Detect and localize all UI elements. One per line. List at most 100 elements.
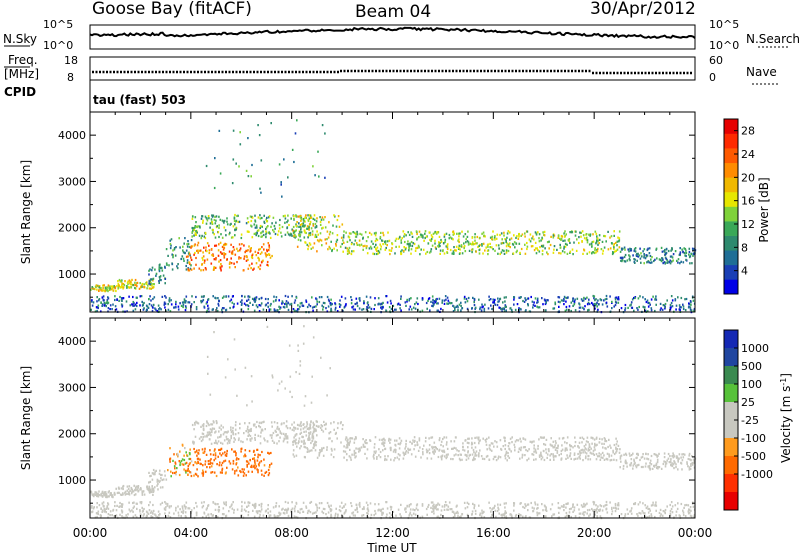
power-cell [230, 262, 233, 265]
velocity-cell [321, 425, 324, 428]
power-cell [414, 249, 417, 252]
power-cell [590, 242, 593, 245]
velocity-cell [477, 438, 480, 441]
velocity-cell [109, 514, 111, 517]
velocity-cell [558, 454, 560, 457]
velocity-cell [223, 439, 226, 442]
power-cell [218, 215, 220, 218]
velocity-cell [491, 508, 493, 511]
velocity-cell [375, 450, 377, 453]
velocity-cell [549, 458, 551, 461]
velocity-cell [119, 505, 121, 508]
power-cell [274, 227, 276, 230]
power-cell [467, 296, 470, 300]
power-cell [415, 301, 418, 304]
velocity-cell [332, 456, 335, 459]
power-cell [170, 299, 172, 302]
velocity-cell [224, 451, 226, 454]
power-cell [295, 296, 298, 299]
velocity-cell [313, 511, 316, 514]
power-cell [262, 230, 264, 233]
power-cell [237, 214, 239, 217]
velocity-cell [684, 504, 686, 507]
power-cell [256, 229, 259, 232]
velocity-cell [213, 471, 216, 474]
velocity-cell [666, 459, 668, 462]
power-cell [332, 224, 334, 227]
power-cell [196, 249, 198, 252]
velocity-cell [269, 510, 272, 513]
velocity-cell [384, 447, 387, 450]
velocity-cell [474, 452, 477, 455]
velocity-cell [216, 463, 218, 466]
velocity-cell [93, 506, 95, 509]
velocity-cell [519, 513, 521, 517]
velocity-cell [128, 485, 131, 488]
power-cell [534, 297, 537, 300]
power-cell [358, 297, 361, 300]
power-cell [205, 222, 208, 225]
power-cell [341, 223, 344, 226]
power-cell [292, 308, 295, 311]
velocity-cell [206, 466, 208, 469]
velocity-cell [167, 514, 170, 517]
velocity-cell [232, 501, 234, 504]
velocity-cell [691, 463, 694, 466]
velocity-cell [149, 501, 151, 504]
power-cell [347, 248, 350, 251]
power-cell [526, 247, 528, 251]
power-cell [259, 224, 262, 228]
velocity-cell [687, 504, 690, 507]
velocity-cell [311, 436, 313, 439]
power-cell [439, 244, 441, 248]
velocity-cell [639, 501, 641, 504]
power-cell [264, 252, 267, 255]
velocity-cell [600, 456, 602, 459]
velocity-cell [373, 446, 376, 449]
power-cell [223, 256, 226, 259]
power-cell [97, 306, 99, 310]
power-cell [518, 307, 520, 310]
velocity-cell [277, 433, 279, 436]
power-cell [293, 309, 296, 312]
power-cell [574, 298, 576, 301]
velocity-cell [587, 458, 589, 461]
power-cell [260, 261, 263, 264]
power-cell [568, 305, 571, 308]
velocity-cell [182, 511, 184, 515]
power-cell [195, 306, 198, 309]
power-cell [297, 304, 299, 307]
power-cell [164, 295, 166, 298]
velocity-cell [382, 441, 384, 444]
power-cell [203, 305, 205, 308]
velocity-cell [459, 453, 462, 456]
power-cell [597, 308, 599, 311]
velocity-cell [407, 451, 409, 454]
velocity-cell [275, 430, 277, 433]
velocity-cell [348, 442, 350, 445]
power-cell [148, 298, 150, 301]
velocity-cell [309, 425, 311, 428]
power-cell [303, 236, 306, 239]
velocity-cell [462, 448, 464, 451]
power-cell [330, 304, 332, 307]
velocity-cell [352, 511, 355, 514]
power-cell [582, 299, 585, 302]
velocity-cell [109, 510, 112, 513]
power-cell [452, 250, 455, 253]
velocity-cell [383, 441, 386, 444]
velocity-cell [458, 450, 460, 453]
velocity-cell [103, 505, 105, 508]
velocity-cell [210, 471, 212, 474]
power-cell [232, 225, 235, 228]
velocity-cell [223, 513, 225, 516]
power-cell [201, 263, 203, 266]
velocity-cell [309, 511, 312, 514]
velocity-cell [646, 457, 648, 460]
velocity-cell [252, 509, 254, 512]
velocity-cell [540, 451, 542, 454]
power-cell [190, 268, 193, 271]
power-cell [524, 243, 526, 246]
power-cell [400, 297, 402, 300]
velocity-cell [244, 501, 246, 504]
